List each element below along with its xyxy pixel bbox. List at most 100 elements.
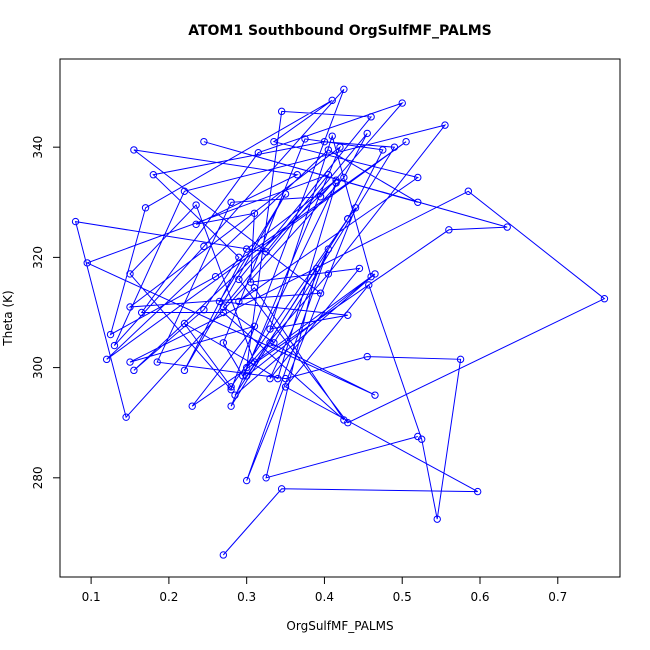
data-point	[141, 204, 150, 212]
y-tick-label: 300	[31, 356, 45, 379]
data-point	[192, 201, 200, 209]
data-point	[250, 283, 259, 292]
data-point	[219, 303, 228, 311]
data-point	[235, 275, 243, 284]
data-point	[441, 121, 449, 129]
data-point	[503, 223, 511, 231]
data-point	[188, 402, 196, 410]
data-point	[402, 137, 410, 146]
data-point	[266, 339, 274, 347]
data-point	[262, 248, 270, 256]
data-point	[110, 341, 119, 350]
data-point	[277, 485, 286, 493]
data-point	[344, 311, 352, 319]
data-point	[390, 143, 399, 151]
data-point	[473, 487, 482, 496]
data-point	[281, 383, 290, 391]
data-point	[106, 330, 115, 339]
y-axis-label: Theta (K)	[1, 290, 15, 346]
data-point	[270, 339, 278, 347]
data-point	[200, 137, 208, 146]
data-point	[365, 281, 373, 289]
data-point	[363, 352, 371, 361]
data-point	[219, 339, 228, 347]
data-point	[340, 173, 348, 182]
data-point	[398, 99, 406, 107]
data-point	[301, 135, 309, 143]
data-point	[130, 146, 138, 154]
data-point	[83, 259, 91, 267]
plot-frame	[59, 58, 621, 578]
data-point	[137, 308, 146, 317]
data-point	[320, 137, 329, 146]
data-point	[266, 325, 274, 333]
data-point	[316, 193, 325, 201]
data-point	[235, 253, 243, 262]
data-point	[266, 374, 274, 383]
data-point	[200, 242, 208, 251]
data-point	[371, 391, 379, 399]
data-point	[250, 209, 259, 217]
data-point	[456, 355, 465, 364]
data-point	[200, 306, 208, 314]
x-axis-label: OrgSulfMF_PALMS	[286, 619, 393, 633]
data-point	[227, 383, 235, 391]
data-point	[414, 198, 422, 206]
data-point	[242, 372, 251, 380]
data-point	[122, 413, 130, 421]
data-point	[344, 215, 352, 223]
data-point	[242, 363, 251, 372]
data-point	[250, 358, 259, 366]
data-point	[270, 137, 278, 146]
data-point	[344, 419, 352, 427]
data-point	[180, 366, 189, 375]
data-point	[445, 226, 453, 234]
data-point	[126, 303, 134, 311]
data-point	[312, 264, 321, 273]
series-line	[74, 88, 606, 556]
data-point	[130, 366, 138, 375]
data-point	[254, 148, 263, 157]
data-point	[219, 308, 228, 317]
data-point	[332, 179, 340, 187]
data-point	[262, 474, 270, 482]
data-point	[293, 171, 301, 179]
data-point	[464, 187, 473, 195]
data-point	[363, 129, 371, 138]
data-point	[277, 107, 286, 116]
y-tick-label: 280	[31, 466, 45, 489]
data-point	[153, 358, 161, 366]
data-point	[149, 171, 158, 179]
chart-title: ATOM1 Southbound OrgSulfMF_PALMS	[188, 23, 492, 39]
data-point	[433, 515, 441, 523]
y-tick-label: 320	[31, 246, 45, 269]
data-point	[324, 245, 333, 253]
data-point	[231, 391, 239, 399]
data-point	[281, 374, 290, 383]
data-point	[351, 204, 360, 212]
data-point	[371, 270, 379, 278]
data-point	[219, 551, 228, 559]
data-point	[102, 355, 111, 364]
x-axis: 0.1 0.2 0.3 0.4 0.5 0.6 0.7	[82, 577, 567, 604]
x-tick-label: 0.3	[237, 590, 256, 604]
data-point	[324, 146, 333, 154]
data-point	[215, 297, 224, 306]
data-point	[192, 220, 200, 229]
data-point	[414, 432, 422, 441]
data-point	[227, 385, 235, 394]
data-point	[180, 319, 189, 328]
x-tick-label: 0.4	[315, 590, 334, 604]
data-point	[336, 143, 344, 151]
data-point	[227, 402, 235, 410]
data-point	[324, 270, 333, 278]
data-point	[274, 374, 282, 383]
x-tick-label: 0.6	[470, 590, 489, 604]
data-point	[414, 173, 422, 182]
data-point	[367, 113, 375, 121]
x-tick-label: 0.5	[393, 590, 412, 604]
data-point	[227, 198, 235, 206]
data-point	[600, 295, 609, 303]
x-tick-label: 0.1	[82, 590, 101, 604]
